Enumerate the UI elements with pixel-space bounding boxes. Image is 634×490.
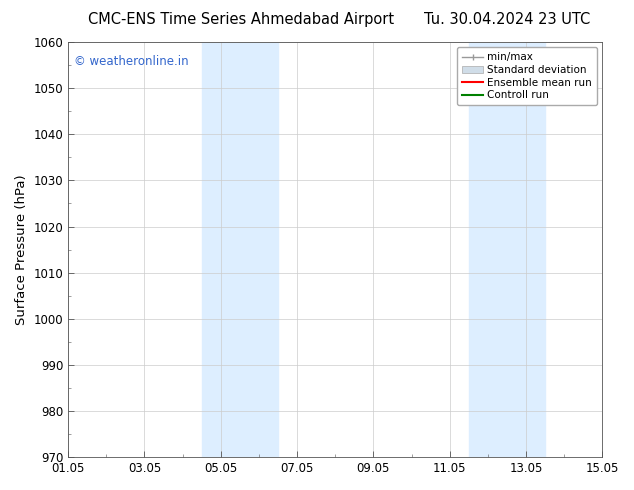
Bar — [202, 42, 278, 457]
Text: Tu. 30.04.2024 23 UTC: Tu. 30.04.2024 23 UTC — [424, 12, 590, 27]
Text: © weatheronline.in: © weatheronline.in — [74, 54, 188, 68]
Text: CMC-ENS Time Series Ahmedabad Airport: CMC-ENS Time Series Ahmedabad Airport — [88, 12, 394, 27]
Y-axis label: Surface Pressure (hPa): Surface Pressure (hPa) — [15, 174, 28, 325]
Bar — [469, 42, 545, 457]
Legend: min/max, Standard deviation, Ensemble mean run, Controll run: min/max, Standard deviation, Ensemble me… — [457, 47, 597, 105]
